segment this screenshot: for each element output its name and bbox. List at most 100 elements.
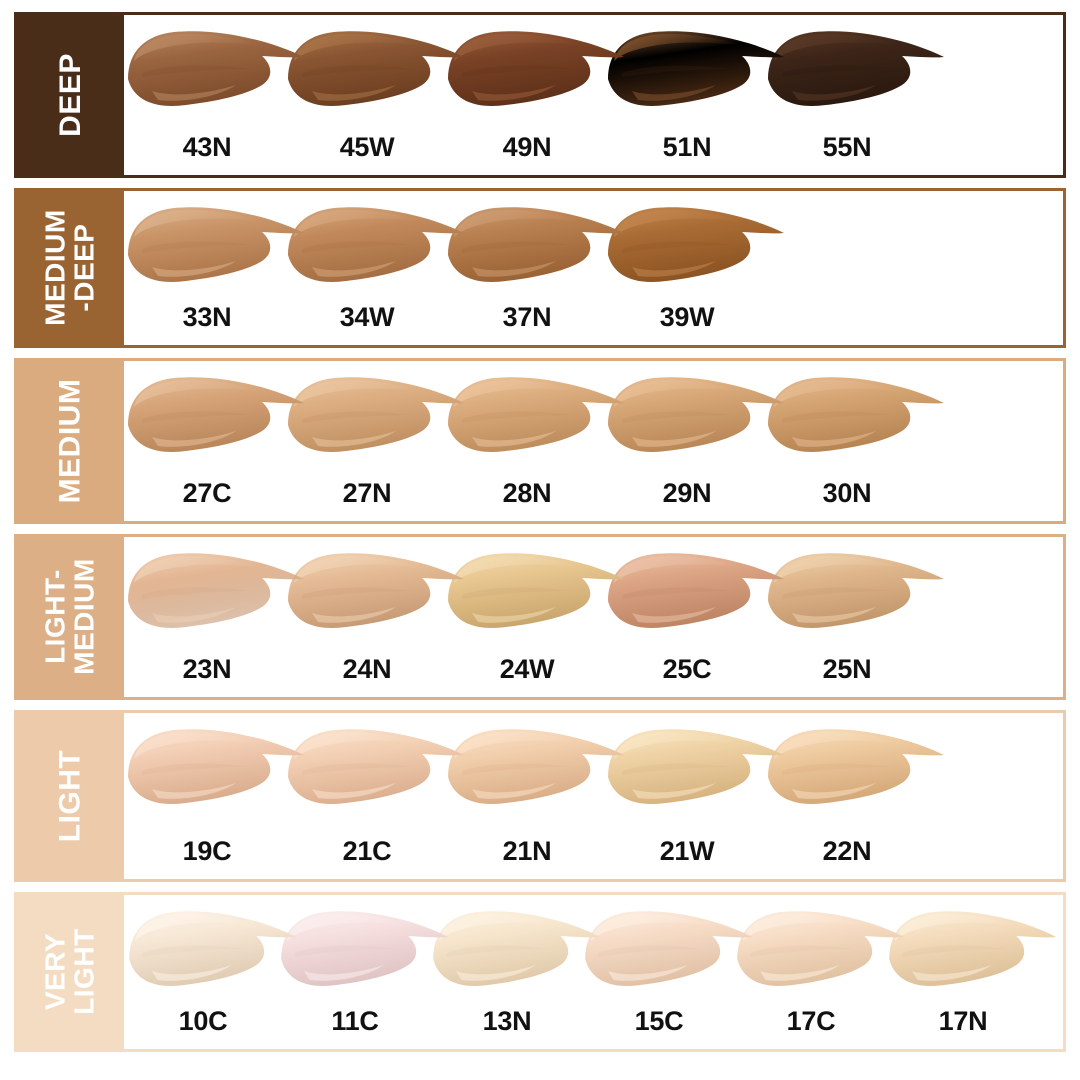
swatch-code-label: 34W: [339, 302, 395, 332]
swatch-code-label: 45W: [339, 132, 395, 162]
swatch-cell[interactable]: 49N: [444, 15, 624, 175]
swatch-cell[interactable]: 21W: [604, 713, 784, 879]
foundation-swatch-smear-icon: [592, 197, 788, 301]
foundation-swatch-smear-icon: [592, 367, 788, 471]
swatch-code-label: 21N: [502, 836, 552, 866]
swatch-code-label: 21W: [659, 836, 715, 866]
swatch-strip-very-light: 10C 11C 13N 15C 17C 17N: [124, 895, 1063, 1049]
swatch-cell[interactable]: 24W: [444, 537, 624, 697]
swatch-code-label: 25N: [822, 654, 872, 684]
swatch-strip-deep: 43N 45W 49N 51N 55N: [124, 15, 1063, 175]
foundation-swatch-smear-icon: [722, 901, 908, 1005]
foundation-swatch-smear-icon: [272, 543, 468, 647]
foundation-swatch-smear-icon: [592, 543, 788, 647]
swatch-code-label: 24N: [342, 654, 392, 684]
row-label-band-light-medium: LIGHT- MEDIUM: [17, 537, 124, 697]
foundation-swatch-smear-icon: [752, 543, 948, 647]
row-label-band-very-light: VERY LIGHT: [17, 895, 124, 1049]
row-label-band-light: LIGHT: [17, 713, 124, 879]
swatch-code-label: 15C: [634, 1006, 684, 1036]
foundation-swatch-smear-icon: [432, 367, 628, 471]
swatch-cell[interactable]: 33N: [124, 191, 304, 345]
foundation-swatch-smear-icon: [570, 901, 756, 1005]
row-label-band-deep: DEEP: [17, 15, 124, 175]
swatch-cell[interactable]: 13N: [428, 895, 601, 1049]
swatch-cell[interactable]: 39W: [604, 191, 784, 345]
swatch-cell[interactable]: 21N: [444, 713, 624, 879]
foundation-swatch-smear-icon: [432, 197, 628, 301]
foundation-swatch-smear-icon: [592, 21, 788, 125]
foundation-swatch-smear-icon: [124, 21, 308, 125]
swatch-code-label: 17C: [786, 1006, 836, 1036]
shade-row-medium: MEDIUM 27C 27N 28N 29N 30N: [14, 358, 1066, 524]
swatch-strip-medium: 27C 27N 28N 29N 30N: [124, 361, 1063, 521]
swatch-cell[interactable]: 17N: [884, 895, 1057, 1049]
swatch-cell[interactable]: 30N: [764, 361, 944, 521]
foundation-swatch-smear-icon: [266, 901, 452, 1005]
foundation-swatch-smear-icon: [874, 901, 1060, 1005]
swatch-cell[interactable]: 22N: [764, 713, 944, 879]
swatch-code-label: 39W: [659, 302, 715, 332]
swatch-cell[interactable]: 27C: [124, 361, 304, 521]
foundation-swatch-smear-icon: [272, 719, 468, 823]
swatch-code-label: 21C: [342, 836, 392, 866]
swatch-cell[interactable]: 11C: [276, 895, 449, 1049]
row-label-band-medium: MEDIUM: [17, 361, 124, 521]
row-label-text-very-light: VERY LIGHT: [39, 928, 100, 1016]
swatch-code-label: 33N: [182, 302, 232, 332]
swatch-code-label: 25C: [662, 654, 712, 684]
foundation-swatch-smear-icon: [272, 197, 468, 301]
foundation-swatch-smear-icon: [272, 21, 468, 125]
foundation-swatch-smear-icon: [432, 719, 628, 823]
swatch-code-label: 43N: [182, 132, 232, 162]
shade-row-medium-deep: MEDIUM -DEEP 33N 34W 37N 39W: [14, 188, 1066, 348]
swatch-code-label: 55N: [822, 132, 872, 162]
foundation-swatch-smear-icon: [124, 719, 308, 823]
swatch-cell[interactable]: 28N: [444, 361, 624, 521]
swatch-code-label: 51N: [662, 132, 712, 162]
swatch-cell[interactable]: 24N: [284, 537, 464, 697]
foundation-swatch-smear-icon: [124, 543, 308, 647]
swatch-code-label: 49N: [502, 132, 552, 162]
swatch-code-label: 19C: [182, 836, 232, 866]
swatch-cell[interactable]: 29N: [604, 361, 784, 521]
swatch-cell[interactable]: 25N: [764, 537, 944, 697]
foundation-swatch-smear-icon: [432, 543, 628, 647]
foundation-swatch-smear-icon: [418, 901, 604, 1005]
swatch-code-label: 13N: [482, 1006, 532, 1036]
swatch-cell[interactable]: 17C: [732, 895, 905, 1049]
foundation-swatch-smear-icon: [752, 367, 948, 471]
swatch-code-label: 29N: [662, 478, 712, 508]
swatch-cell[interactable]: 10C: [124, 895, 297, 1049]
row-label-text-medium: MEDIUM: [53, 378, 87, 504]
swatch-strip-medium-deep: 33N 34W 37N 39W: [124, 191, 1063, 345]
swatch-strip-light-medium: 23N 24N 24W 25C 25N: [124, 537, 1063, 697]
swatch-cell[interactable]: 43N: [124, 15, 304, 175]
swatch-cell[interactable]: 37N: [444, 191, 624, 345]
swatch-code-label: 24W: [499, 654, 555, 684]
swatch-cell[interactable]: 15C: [580, 895, 753, 1049]
swatch-cell[interactable]: 21C: [284, 713, 464, 879]
swatch-code-label: 27N: [342, 478, 392, 508]
swatch-code-label: 27C: [182, 478, 232, 508]
swatch-cell[interactable]: 27N: [284, 361, 464, 521]
swatch-code-label: 17N: [938, 1006, 988, 1036]
foundation-swatch-smear-icon: [752, 719, 948, 823]
swatch-cell[interactable]: 55N: [764, 15, 944, 175]
swatch-cell[interactable]: 19C: [124, 713, 304, 879]
foundation-swatch-smear-icon: [752, 21, 948, 125]
foundation-swatch-smear-icon: [592, 719, 788, 823]
row-label-band-medium-deep: MEDIUM -DEEP: [17, 191, 124, 345]
foundation-swatch-smear-icon: [432, 21, 628, 125]
foundation-swatch-smear-icon: [124, 367, 308, 471]
shade-row-very-light: VERY LIGHT 10C 11C 13N 15C 17C 17N: [14, 892, 1066, 1052]
swatch-cell[interactable]: 25C: [604, 537, 784, 697]
swatch-code-label: 22N: [822, 836, 872, 866]
swatch-cell[interactable]: 23N: [124, 537, 304, 697]
shade-row-light-medium: LIGHT- MEDIUM 23N 24N 24W 25C 25N: [14, 534, 1066, 700]
shade-row-deep: DEEP 43N 45W 49N 51N 55N: [14, 12, 1066, 178]
swatch-cell[interactable]: 45W: [284, 15, 464, 175]
swatch-cell[interactable]: 34W: [284, 191, 464, 345]
swatch-cell[interactable]: 51N: [604, 15, 784, 175]
